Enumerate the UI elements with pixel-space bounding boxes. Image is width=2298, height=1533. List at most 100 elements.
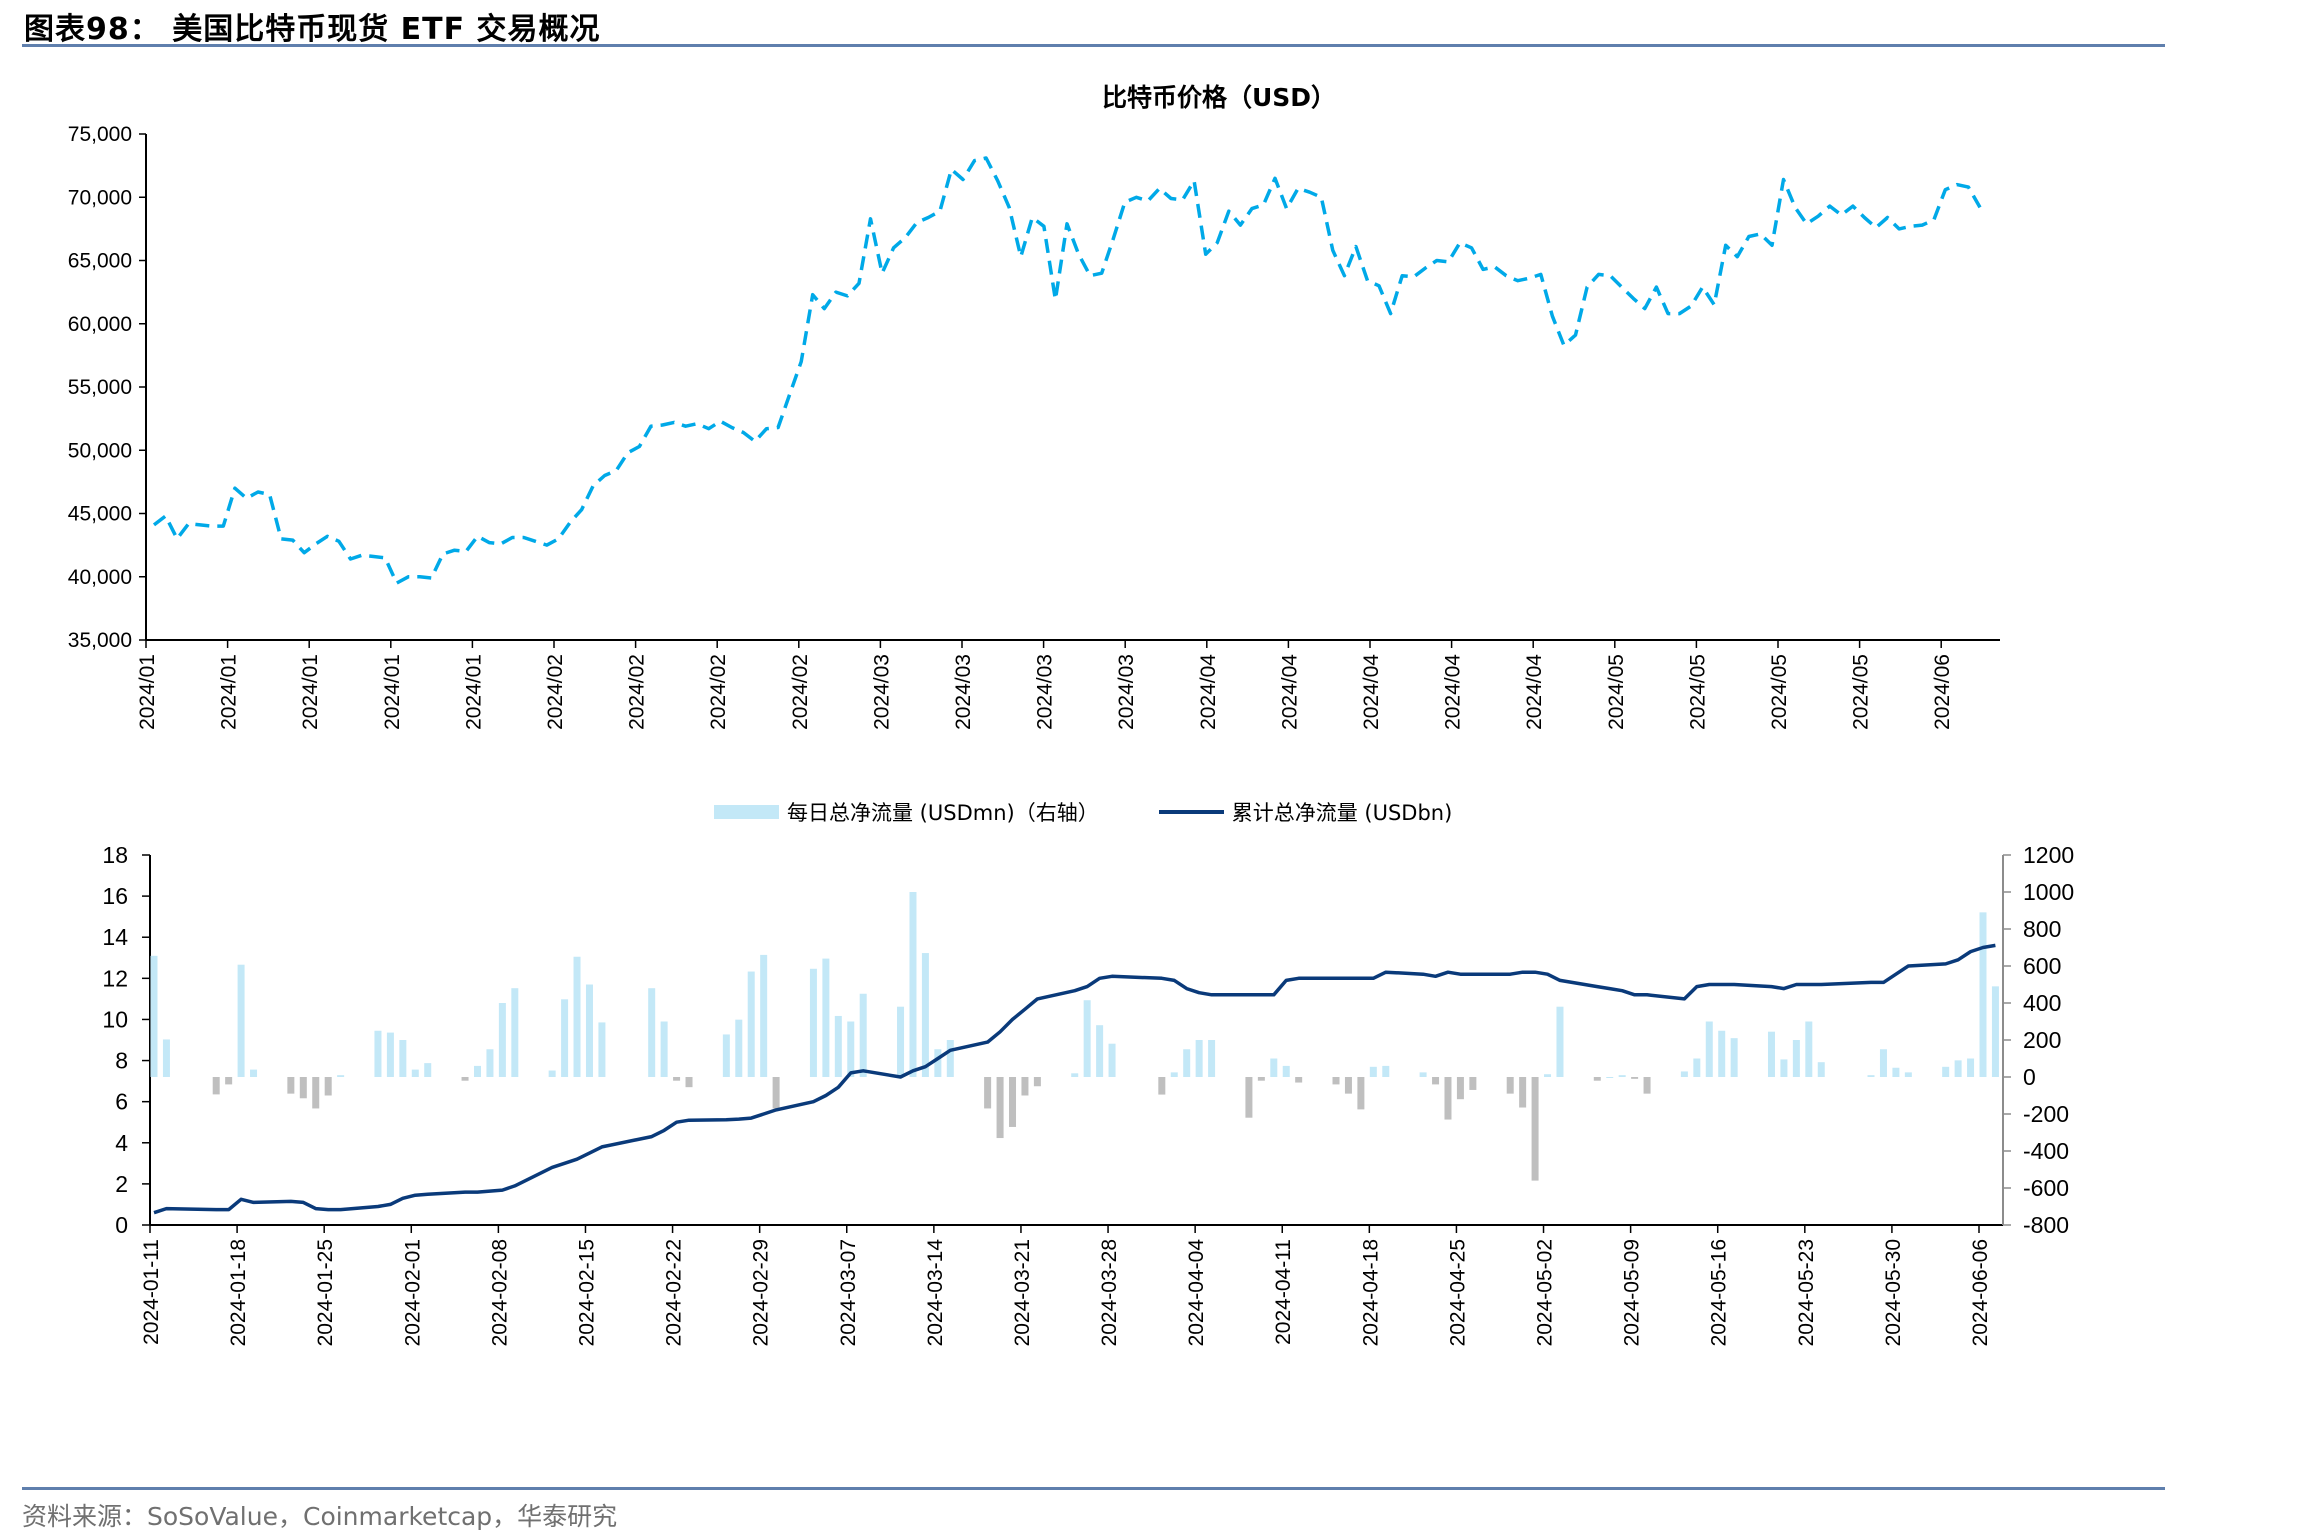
flow-left-tick-label: 12 [102, 965, 128, 991]
daily-flow-bar [1730, 1038, 1738, 1077]
flow-x-tick-label: 2024-04-04 [1185, 1239, 1208, 1347]
daily-flow-bar [822, 958, 830, 1077]
daily-flow-bar [1108, 1043, 1116, 1077]
daily-flow-bar [1195, 1040, 1203, 1077]
daily-flow-bar [1979, 912, 1987, 1077]
daily-flow-bar [1991, 986, 1999, 1077]
daily-flow-bar [1357, 1077, 1365, 1110]
price-x-tick-label: 2024/04 [1360, 654, 1383, 730]
flow-left-tick-label: 14 [102, 924, 128, 950]
daily-flow-bar [648, 988, 656, 1077]
daily-flow-bar [1606, 1077, 1614, 1078]
flow-right-tick-label: 1200 [2023, 842, 2074, 868]
flow-x-tick-label: 2024-05-30 [1882, 1239, 1905, 1346]
daily-flow-bar [1444, 1077, 1452, 1120]
flow-right-tick-label: -800 [2023, 1212, 2069, 1238]
daily-flow-bar [1506, 1077, 1514, 1094]
price-x-tick-label: 2024/01 [299, 654, 322, 730]
daily-flow-bar [1556, 1006, 1564, 1077]
daily-flow-bar [1170, 1072, 1178, 1077]
daily-flow-bar [473, 1065, 481, 1077]
daily-flow-bar [1009, 1077, 1017, 1127]
daily-flow-bar [1767, 1031, 1775, 1077]
price-x-tick-label: 2024/03 [1034, 654, 1057, 730]
daily-flow-bar [897, 1006, 905, 1077]
flow-right-tick-label: 600 [2023, 953, 2061, 979]
footer-rule [22, 1487, 2165, 1490]
flow-chart: 0 2 4 6 8 10 12 14 16 18 -800 -600 -400 -200 0 200 400 60… [102, 842, 2074, 1347]
daily-flow-bar [1631, 1077, 1639, 1079]
price-y-tick-label: 40,000 [68, 566, 132, 589]
daily-flow-bar [722, 1034, 730, 1077]
daily-flow-bar [772, 1077, 780, 1109]
price-chart-title: 比特币价格（USD） [1101, 83, 1337, 112]
flow-right-tick-label: 800 [2023, 916, 2061, 942]
flow-x-tick-label: 2024-05-23 [1795, 1239, 1818, 1346]
daily-flow-bar [312, 1077, 320, 1109]
daily-flow-bar [1544, 1074, 1552, 1077]
daily-flow-bar [1208, 1040, 1216, 1077]
daily-flow-bar [984, 1077, 992, 1109]
daily-flow-bar [673, 1077, 681, 1081]
daily-flow-bar [598, 1022, 606, 1077]
daily-flow-bar [1817, 1062, 1825, 1077]
price-x-tick-label: 2024/04 [1197, 654, 1220, 730]
flow-right-tick-label: -400 [2023, 1138, 2069, 1164]
daily-flow-bar [1643, 1077, 1651, 1094]
daily-flow-bar [1531, 1077, 1539, 1181]
price-x-tick-label: 2024/04 [1278, 654, 1301, 730]
price-chart: 35,000 40,000 45,000 50,000 55,000 60,000 65,0… [68, 123, 2000, 730]
daily-flow-bar [735, 1019, 743, 1077]
daily-flow-bar [1805, 1021, 1813, 1077]
flow-left-tick-label: 8 [115, 1048, 128, 1074]
daily-flow-bar [1680, 1071, 1688, 1077]
flow-x-tick-label: 2024-02-29 [750, 1239, 773, 1346]
daily-flow-bar [498, 1003, 506, 1077]
daily-flow-bar [760, 954, 768, 1077]
price-x-tick-label: 2024/03 [1115, 654, 1138, 730]
price-y-tick-label: 75,000 [68, 123, 132, 146]
daily-flow-bar [1183, 1049, 1191, 1077]
flow-x-tick-label: 2024-06-06 [1969, 1239, 1992, 1346]
flow-right-tick-label: -200 [2023, 1101, 2069, 1127]
daily-flow-bar [548, 1070, 556, 1077]
flow-left-tick-label: 6 [115, 1089, 128, 1115]
daily-flow-legend-swatch [714, 805, 779, 819]
daily-flow-bar [324, 1077, 332, 1096]
daily-flow-bar [1469, 1077, 1477, 1090]
daily-flow-bar [299, 1077, 307, 1099]
daily-flow-bar [561, 999, 569, 1077]
daily-flow-bar [287, 1077, 295, 1094]
flow-left-tick-label: 18 [102, 842, 128, 868]
price-y-tick-label: 65,000 [68, 250, 132, 273]
flow-x-tick-label: 2024-03-28 [1098, 1239, 1121, 1346]
flow-left-tick-label: 4 [115, 1130, 128, 1156]
header-rule [22, 44, 2165, 47]
price-x-tick-label: 2024/04 [1442, 654, 1465, 730]
price-line [152, 156, 1982, 585]
daily-flow-bar [424, 1063, 432, 1077]
price-x-tick-label: 2024/02 [544, 654, 567, 730]
daily-flow-bar [1693, 1058, 1701, 1077]
flow-right-tick-label: 400 [2023, 990, 2061, 1016]
daily-flow-bar [1021, 1077, 1029, 1096]
daily-flow-bar [374, 1030, 382, 1077]
daily-flow-bar [1705, 1021, 1713, 1077]
flow-x-tick-label: 2024-04-25 [1446, 1239, 1469, 1346]
daily-flow-bar [1282, 1065, 1290, 1077]
daily-flow-bar [1942, 1066, 1950, 1077]
price-x-tick-label: 2024/02 [707, 654, 730, 730]
daily-flow-bar [859, 993, 867, 1077]
flow-x-tick-label: 2024-01-25 [314, 1239, 337, 1346]
daily-flow-bar [1096, 1025, 1104, 1077]
cumulative-flow-legend-swatch [1158, 810, 1224, 814]
flow-right-tick-label: 0 [2023, 1064, 2036, 1090]
daily-flow-bar [946, 1040, 954, 1077]
daily-flow-bar [1904, 1072, 1912, 1077]
daily-flow-bar [1382, 1065, 1390, 1077]
flow-chart-legend: 每日总净流量 (USDmn)（右轴） 累计总净流量 (USDbn) [714, 797, 1452, 827]
daily-flow-bar [150, 955, 158, 1077]
daily-flow-bar [212, 1077, 220, 1095]
daily-flow-bar [1967, 1058, 1975, 1077]
price-x-tick-label: 2024/05 [1768, 654, 1791, 730]
